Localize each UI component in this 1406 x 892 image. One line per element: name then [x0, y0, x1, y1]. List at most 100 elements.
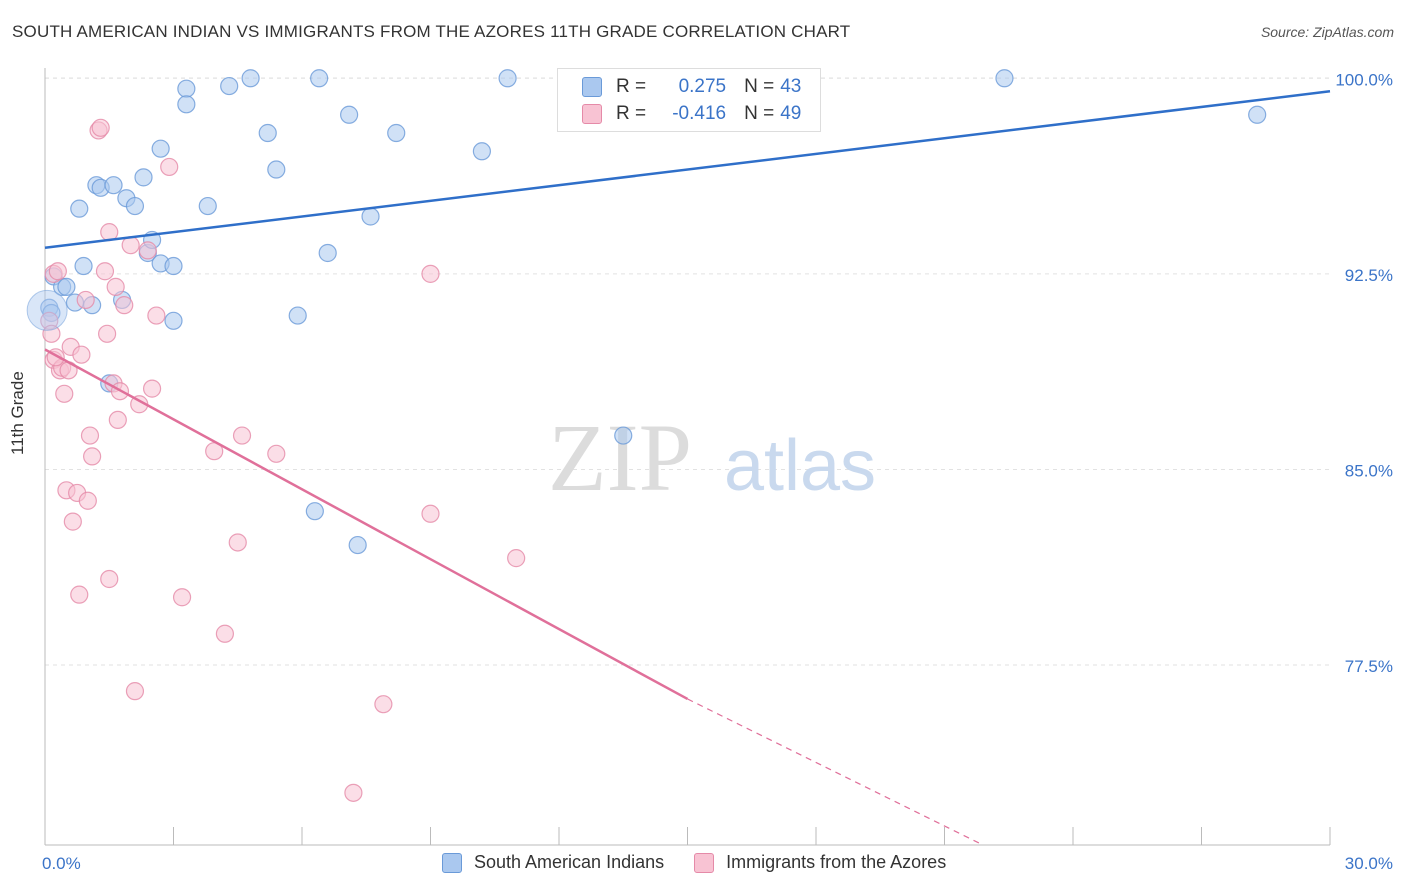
point-south-american-indians [258, 123, 277, 143]
n-label: N = [744, 103, 775, 124]
point-azores [55, 384, 74, 403]
series-legend: South American Indians Immigrants from t… [442, 852, 976, 873]
point-azores [76, 290, 95, 310]
point-azores [83, 447, 102, 466]
point-azores [70, 585, 89, 604]
r-value-pink: -0.416 [672, 103, 727, 124]
point-south-american-indians [57, 277, 76, 296]
point-south-american-indians [310, 69, 329, 88]
axes [44, 68, 1331, 846]
legend-swatch-blue [442, 852, 462, 873]
point-azores [228, 533, 247, 552]
point-south-american-indians [348, 535, 367, 555]
point-azores [507, 549, 526, 568]
point-azores [125, 682, 145, 701]
r-label: R = [616, 76, 647, 97]
point-azores [267, 444, 286, 463]
n-label: N = [744, 76, 775, 97]
legend-item-azores: Immigrants from the Azores [694, 852, 946, 873]
trend-line-azores [44, 348, 689, 701]
point-south-american-indians [1248, 105, 1267, 124]
point-azores [147, 306, 166, 325]
point-azores [63, 512, 82, 531]
point-south-american-indians [220, 76, 239, 96]
point-south-american-indians [164, 311, 183, 330]
point-azores [172, 588, 192, 607]
point-azores [78, 491, 97, 510]
chart-title: SOUTH AMERICAN INDIAN VS IMMIGRANTS FROM… [12, 22, 851, 41]
point-azores [374, 695, 393, 714]
legend-item-south-american-indians: South American Indians [442, 852, 664, 873]
point-azores [215, 624, 234, 643]
point-south-american-indians-large [26, 289, 68, 331]
source-label: Source: ZipAtlas.com [1260, 24, 1394, 40]
point-south-american-indians [241, 69, 260, 88]
watermark: ZIP atlas [548, 404, 876, 511]
point-azores [142, 379, 162, 398]
legend-swatch-pink [694, 852, 715, 873]
point-azores [48, 262, 67, 281]
point-south-american-indians [125, 196, 145, 216]
point-south-american-indians [472, 142, 491, 161]
point-azores [106, 277, 125, 296]
tick-labels: 77.5% 85.0% 92.5% 100.0% 0.0% 30.0% [42, 70, 1393, 873]
watermark-atlas: atlas [724, 426, 876, 506]
point-south-american-indians [614, 426, 633, 445]
r-label: R = [616, 103, 647, 124]
point-south-american-indians [498, 69, 517, 88]
trend-line-south-american-indians [44, 90, 1331, 250]
legend-label-south-american-indians: South American Indians [474, 852, 665, 872]
point-south-american-indians [164, 256, 183, 276]
y-axis-label: 11th Grade [8, 371, 27, 455]
n-value-blue: 43 [780, 76, 802, 97]
point-azores [160, 157, 179, 177]
point-south-american-indians [70, 199, 89, 218]
point-azores [115, 296, 134, 315]
point-south-american-indians [74, 256, 93, 276]
point-azores [100, 569, 119, 589]
y-tick-label: 100.0% [1335, 70, 1393, 89]
point-azores [344, 783, 363, 802]
grid-lines [45, 77, 1330, 666]
point-azores [138, 241, 157, 260]
point-azores [421, 264, 440, 283]
n-value-pink: 49 [780, 103, 802, 124]
point-south-american-indians [288, 306, 307, 325]
point-south-american-indians [995, 69, 1014, 88]
point-azores [95, 262, 115, 281]
point-azores [80, 426, 100, 445]
watermark-zip: ZIP [548, 404, 692, 511]
x-tick-label-min: 0.0% [42, 854, 81, 873]
point-south-american-indians [305, 502, 324, 521]
data-points [26, 69, 1267, 802]
point-south-american-indians [151, 139, 170, 158]
point-south-american-indians [134, 168, 153, 187]
point-azores [98, 324, 117, 343]
pink-swatch [582, 104, 602, 124]
trend-lines [44, 90, 1331, 846]
stats-row-blue: R = 0.275 N = 43 [582, 75, 801, 99]
x-tick-label-max: 30.0% [1345, 854, 1393, 873]
point-azores [72, 345, 91, 364]
point-south-american-indians [318, 243, 337, 263]
point-south-american-indians [387, 123, 406, 143]
r-value-blue: 0.275 [678, 76, 727, 97]
point-south-american-indians [198, 196, 217, 216]
y-tick-label: 85.0% [1345, 461, 1393, 480]
trend-line-azores-extension [687, 698, 984, 846]
point-azores [42, 324, 61, 343]
point-south-american-indians [177, 95, 196, 114]
point-azores [108, 410, 127, 430]
stats-legend: R = 0.275 N = 43 R = -0.416 N = 49 [557, 68, 821, 132]
point-south-american-indians [361, 207, 380, 226]
stats-row-pink: R = -0.416 N = 49 [582, 102, 801, 126]
point-azores [232, 426, 252, 445]
legend-label-azores: Immigrants from the Azores [726, 852, 947, 872]
point-azores [421, 504, 440, 523]
y-tick-label: 92.5% [1345, 266, 1393, 285]
blue-swatch [582, 77, 602, 97]
point-south-american-indians [267, 160, 286, 179]
y-tick-label: 77.5% [1345, 657, 1393, 676]
point-south-american-indians [104, 176, 123, 195]
